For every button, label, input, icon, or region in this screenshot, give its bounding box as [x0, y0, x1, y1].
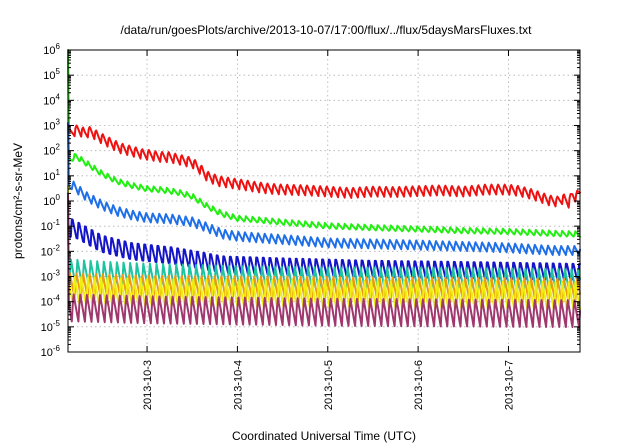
series-group: [67, 49, 581, 329]
y-tick-label: 104: [43, 92, 60, 107]
x-tick-label: 2013-10-3: [142, 360, 154, 410]
x-tick-label: 2013-10-7: [503, 360, 515, 410]
x-tick-label: 2013-10-4: [232, 360, 244, 410]
x-tick-label: 2013-10-6: [413, 360, 425, 410]
y-tick-label: 102: [43, 143, 60, 158]
series-line-8: [67, 192, 581, 329]
y-tick-label: 10-1: [41, 218, 61, 233]
chart-title: /data/run/goesPlots/archive/2013-10-07/1…: [121, 23, 533, 37]
grid: [68, 50, 580, 352]
y-tick-label: 100: [43, 193, 60, 208]
series-line-4: [67, 198, 581, 282]
y-tick-label: 10-4: [41, 294, 61, 309]
x-axis-label: Coordinated Universal Time (UTC): [232, 429, 416, 443]
y-tick-label: 10-6: [41, 344, 61, 359]
y-tick-label: 10-3: [41, 269, 61, 284]
y-tick-label: 10-2: [41, 243, 61, 258]
series-line-2: [67, 49, 581, 238]
y-tick-label: 103: [43, 118, 60, 133]
x-axis: 2013-10-3 2013-10-4 2013-10-5 2013-10-6 2013…: [142, 50, 515, 410]
y-tick-label: 101: [43, 168, 60, 183]
y-axis: 10-6 10-5 10-4 10-3 10-2 10-1 100 101 102 103 104 1…: [41, 42, 580, 359]
series-line-3: [67, 122, 581, 256]
y-tick-label: 10-5: [41, 319, 61, 334]
y-tick-label: 105: [43, 67, 60, 82]
y-tick-label: 106: [43, 42, 60, 57]
x-tick-label: 2013-10-5: [323, 360, 335, 410]
y-axis-label: protons/cm²-s-sr-MeV: [11, 143, 25, 259]
series-line-1: [67, 49, 581, 209]
